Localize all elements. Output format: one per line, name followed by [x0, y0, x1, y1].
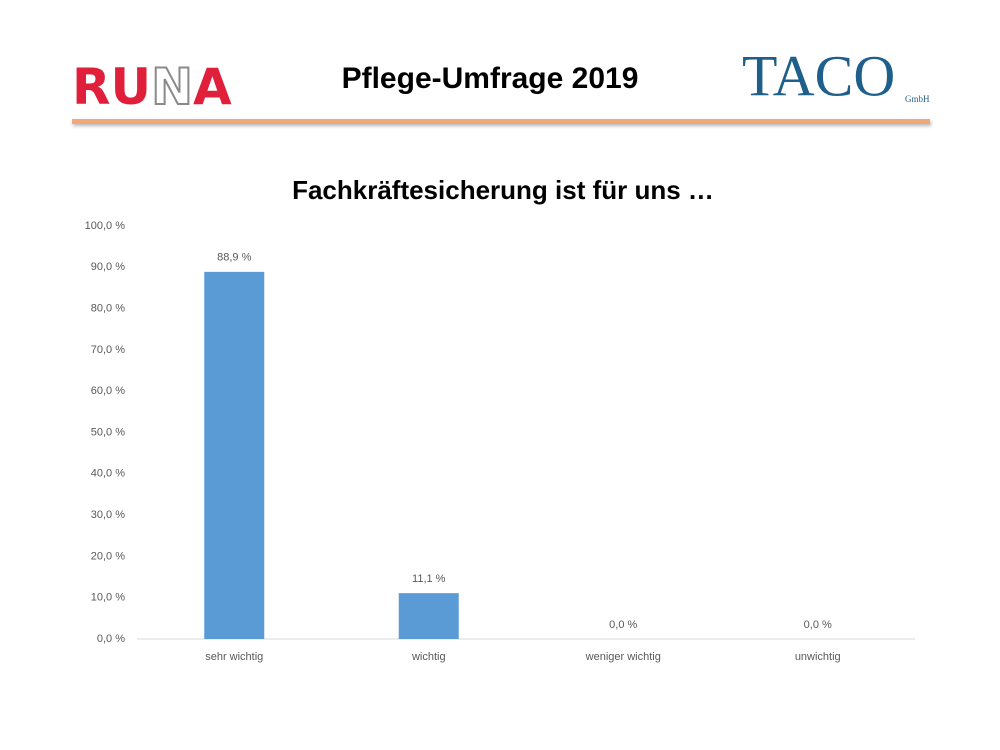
y-tick-label: 90,0 %	[91, 261, 125, 273]
y-tick-label: 50,0 %	[91, 426, 125, 438]
x-tick-label: weniger wichtig	[585, 651, 661, 663]
left-logo: RUNA	[72, 58, 232, 116]
logo-part: RU	[72, 58, 151, 116]
y-tick-label: 30,0 %	[91, 509, 125, 521]
header-title: Pflege-Umfrage 2019	[342, 62, 639, 95]
logo-part: A	[193, 58, 232, 116]
y-tick-label: 60,0 %	[91, 385, 125, 397]
value-label: 0,0 %	[609, 619, 637, 631]
y-tick-label: 80,0 %	[91, 303, 125, 315]
y-tick-label: 20,0 %	[91, 550, 125, 562]
y-tick-label: 100,0 %	[85, 220, 126, 232]
bar	[398, 593, 459, 639]
right-logo: TACO	[742, 43, 895, 108]
bar	[204, 271, 265, 639]
right-logo-suffix: GmbH	[905, 94, 930, 104]
chart-title: Fachkräftesicherung ist für uns …	[292, 175, 714, 205]
logo-part: N	[151, 58, 193, 116]
x-tick-label: wichtig	[411, 651, 446, 663]
x-tick-label: sehr wichtig	[205, 651, 263, 663]
y-tick-label: 0,0 %	[97, 633, 125, 645]
x-tick-label: unwichtig	[795, 651, 841, 663]
value-label: 0,0 %	[804, 619, 832, 631]
y-tick-label: 40,0 %	[91, 468, 125, 480]
y-tick-label: 10,0 %	[91, 592, 125, 604]
y-tick-label: 70,0 %	[91, 344, 125, 356]
value-label: 11,1 %	[412, 573, 446, 585]
header-rule	[72, 119, 930, 124]
value-label: 88,9 %	[217, 252, 251, 264]
